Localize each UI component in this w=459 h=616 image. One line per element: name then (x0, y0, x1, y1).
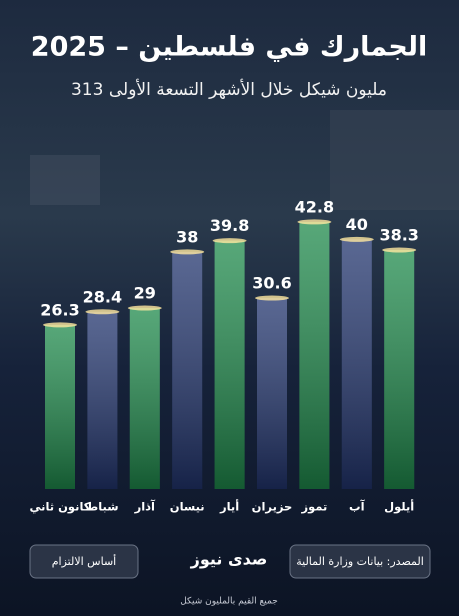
value-label: 42.8 (295, 197, 334, 216)
category-label: كانون ثاني (30, 500, 91, 515)
value-label: 40 (346, 215, 368, 234)
bar-glow (339, 236, 374, 242)
source-box (289, 544, 431, 579)
value-label: 39.8 (210, 216, 249, 235)
containers (330, 110, 459, 210)
value-label: 38.3 (379, 226, 418, 245)
footnote: جميع القيم بالمليون شيكل (180, 597, 278, 607)
bar-shade (384, 250, 415, 489)
value-label: 38 (176, 227, 198, 246)
bar-glow (43, 322, 77, 328)
bar-glow (255, 295, 289, 301)
building (30, 155, 100, 205)
category-label: نيسان (170, 500, 205, 514)
bar-shade (214, 240, 245, 489)
bar-shade (299, 221, 330, 490)
bar-glow (85, 309, 120, 315)
value-label: 28.4 (83, 287, 122, 306)
basis-button[interactable] (29, 544, 139, 579)
source: المصدر: بيانات وزارة المالية (296, 555, 424, 568)
subtitle: 313 مليون شيكل خلال الأشهر التسعة الأولى (71, 79, 387, 100)
value-label: 29 (134, 284, 156, 303)
bar-shade (172, 251, 203, 489)
bar-shade (45, 324, 75, 489)
bar-glow (212, 238, 247, 244)
category-label: شباط (86, 500, 118, 514)
bar-shade (87, 311, 118, 489)
bar-shade (341, 239, 372, 489)
category-label: تموز (300, 500, 327, 515)
value-label: 26.3 (40, 300, 79, 319)
bar-glow (127, 305, 162, 311)
title: الجمارك في فلسطين – 2025 (31, 32, 427, 63)
category-label: أيلول (384, 499, 414, 515)
bar-glow (382, 247, 417, 253)
bar-shade (129, 308, 160, 489)
value-label: 30.6 (252, 274, 291, 293)
logo: صدى نيوز (190, 550, 268, 569)
category-label: آذار (134, 500, 156, 514)
category-label: آب (349, 500, 366, 514)
bar-shade (257, 298, 287, 489)
basis-label: أساس الالتزام (52, 554, 117, 568)
bar-glow (297, 219, 332, 225)
category-label: حزيران (252, 500, 293, 514)
category-label: أيار (219, 499, 239, 514)
bar-glow (170, 249, 205, 255)
